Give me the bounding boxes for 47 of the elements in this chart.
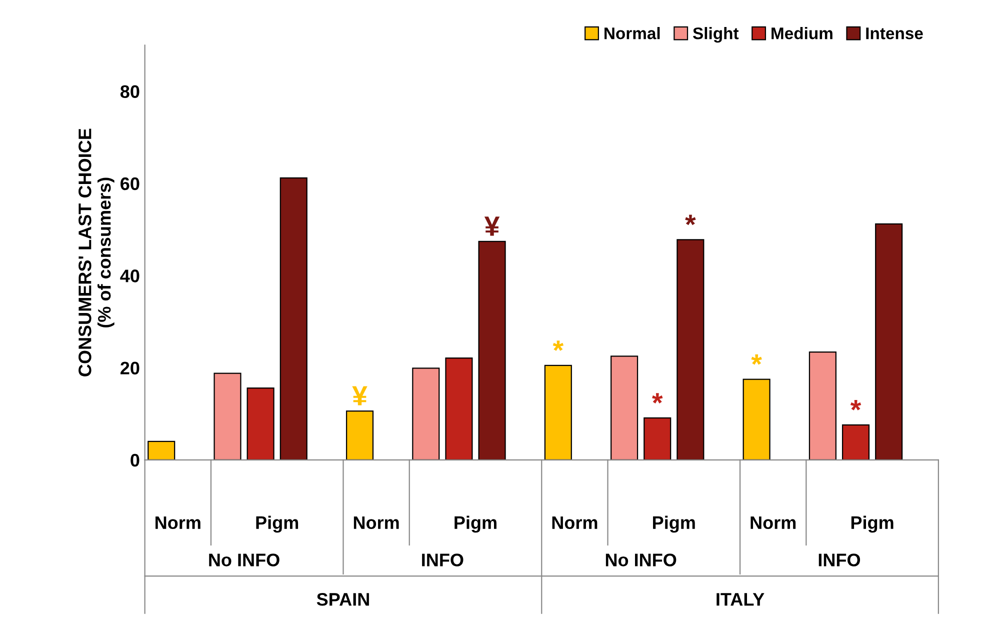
y-tick-label: 0 [130,454,140,467]
legend-label: Slight [692,27,739,43]
bar [544,364,572,460]
legend-label: Normal [604,27,660,40]
data-label: * [751,354,762,365]
x-tick-label: Norm [156,516,200,530]
y-axis-title: CONSUMERS' LAST CHOICE (% of consumers) [78,128,114,376]
text: No INFO [606,554,676,566]
bar [246,387,274,460]
legend-label: Intense [866,28,923,40]
data-label: * [652,393,663,404]
x-tick-label: Norm [552,516,598,530]
legend-label: Medium [772,27,832,40]
bar [808,352,836,460]
bar [148,440,176,460]
y-tick-label: 20 [120,362,140,374]
data-label: ¥ [484,216,500,236]
bar [445,358,473,460]
data-label: ¥ [352,386,368,406]
bar [875,223,903,460]
x-tick-label: Pigm [851,516,894,533]
x-tick-label: Pigm [454,516,496,533]
text: No INFO [209,554,280,566]
x-tick-label: Norm [750,516,796,530]
x-tick-label: Pigm [256,516,298,533]
text: INFO [818,554,860,566]
x-tick-label: Norm [354,516,399,530]
bar [346,410,374,460]
bar [610,356,638,460]
bar [644,417,672,460]
data-label: * [685,214,696,226]
bar [478,240,506,460]
data-label: * [552,340,564,351]
bar [214,372,242,460]
bar [280,177,308,460]
text: INFO [422,554,464,566]
bar [742,378,770,460]
data-label: * [850,400,862,410]
bar [842,424,870,460]
text: SPAIN [316,592,369,606]
text: ITALY [716,593,764,606]
x-tick-label: Pigm [653,516,695,533]
y-tick-label: 80 [120,85,140,98]
bar [676,239,704,460]
y-tick-label: 40 [120,270,140,282]
y-tick-label: 60 [120,177,140,190]
bar [412,368,440,460]
